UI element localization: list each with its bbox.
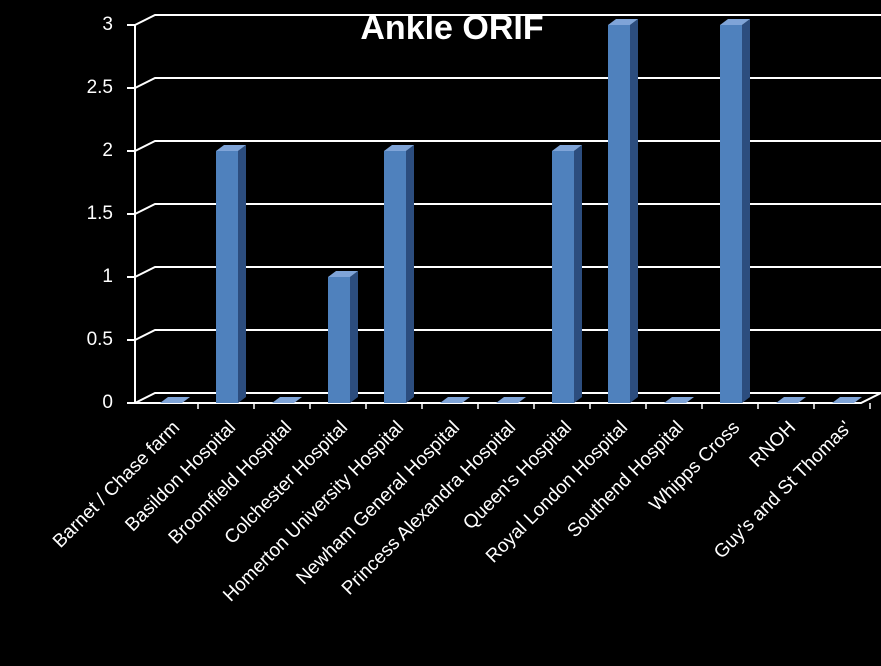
bar [384,151,406,403]
x-axis [130,392,881,404]
bar-side [406,145,414,403]
bar [720,25,742,403]
bar-side [574,145,582,403]
bar-top [496,397,526,403]
bar-side [630,19,638,403]
grid-line [134,203,881,215]
bar-top [552,145,582,151]
bar-top [776,397,806,403]
grid-line [134,140,881,152]
grid-line [134,14,881,26]
bar-top [384,145,414,151]
y-tick-label: 2.5 [87,77,113,98]
bar [328,277,350,403]
bar [552,151,574,403]
bar-top [272,397,302,403]
grid-line [134,77,881,89]
y-tick-label: 0.5 [87,329,113,350]
bar-side [350,271,358,403]
chart-title: Ankle ORIF [360,9,543,47]
grid-line [134,266,881,278]
bar-top [160,397,190,403]
y-tick-label: 1.5 [87,203,113,224]
y-tick-label: 2 [102,140,113,161]
grid-line [134,392,881,404]
y-tick-label: 1 [102,266,113,287]
bar-side [742,19,750,403]
bar-top [216,145,246,151]
bar-top [440,397,470,403]
bar [608,25,630,403]
grid-line [134,329,881,341]
bar-top [832,397,862,403]
bar-top [608,19,638,25]
bar [216,151,238,403]
y-tick-label: 0 [102,392,113,413]
y-tick-label: 3 [102,14,113,35]
bar-top [664,397,694,403]
bar-side [238,145,246,403]
bar-top [720,19,750,25]
bar-top [328,271,358,277]
